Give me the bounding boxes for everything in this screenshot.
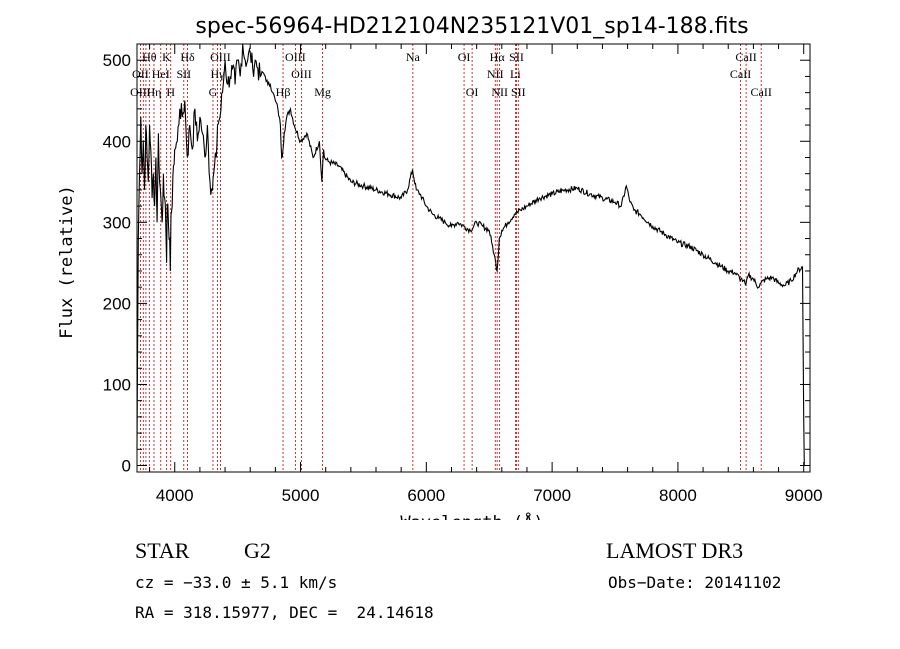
spectral-line-label: OI [458, 50, 471, 64]
spectral-line-label: OII [132, 67, 149, 81]
axis-ticks: 4000 5000 6000 7000 8000 9000 0 100 200 300 400 500 [103, 44, 823, 505]
x-tick-label: 6000 [407, 486, 445, 505]
obs-date: Obs−Date: 20141102 [608, 573, 782, 592]
spectral-line-label: NII [487, 67, 504, 81]
spectral-line-label: Hγ [211, 67, 226, 81]
spectral-line-label: NII [491, 85, 508, 99]
spectral-line-label: G [209, 85, 218, 99]
x-tick-label: 9000 [785, 486, 823, 505]
x-tick-label: 8000 [659, 486, 697, 505]
spectral-line-label: OIII [291, 67, 312, 81]
spectral-line-label: OI [466, 85, 479, 99]
y-tick-label: 0 [122, 457, 131, 476]
y-tick-label: 200 [103, 294, 131, 313]
object-type: STAR [135, 538, 190, 563]
spectral-line-label: SII [176, 67, 191, 81]
spectral-line-label: K [162, 50, 171, 64]
x-tick-label: 4000 [156, 486, 194, 505]
y-tick-label: 500 [103, 51, 131, 70]
spectral-line-label: OIII [285, 50, 306, 64]
plot-frame [136, 43, 811, 473]
chart-title: spec-56964-HD212104N235121V01_sp14-188.f… [195, 14, 748, 39]
spectral-line-label: OIII [130, 85, 151, 99]
spectral-line-label: Hθ [142, 50, 157, 64]
spectral-line-label: Hη [147, 85, 162, 99]
y-tick-label: 400 [103, 132, 131, 151]
spectral-line-label: Li [510, 67, 521, 81]
spectral-line-label: CaII [735, 50, 756, 64]
spectrum-line [136, 43, 805, 466]
spectral-line-label: CaII [730, 67, 751, 81]
y-axis-label: Flux (relative) [57, 185, 77, 339]
spectral-line-label: Mg [314, 85, 331, 99]
y-tick-label: 100 [103, 375, 131, 394]
y-tick-label: 300 [103, 213, 131, 232]
spectral-line-label: Na [406, 50, 421, 64]
x-tick-label: 5000 [282, 486, 320, 505]
subclass: G2 [244, 538, 271, 563]
survey-name: LAMOST DR3 [606, 538, 744, 563]
spectrum-chart: spec-56964-HD212104N235121V01_sp14-188.f… [57, 14, 823, 520]
spectral-line-label: OIII [210, 50, 231, 64]
x-axis-label: Wavelength (Å) [400, 511, 543, 520]
spectral-line-label: HeI [152, 67, 170, 81]
coordinates: RA = 318.15977, DEC = 24.14618 [135, 603, 434, 622]
spectral-line-label: CaII [751, 85, 772, 99]
spectral-line-label: H [166, 85, 175, 99]
spectral-line-label: SII [509, 50, 524, 64]
spectral-line-label: Hδ [180, 50, 195, 64]
spectral-line-label: Hβ [276, 85, 291, 99]
redshift: cz = −33.0 ± 5.1 km/s [135, 573, 338, 592]
spectral-line-label: Hα [490, 50, 506, 64]
x-tick-label: 7000 [533, 486, 571, 505]
spectral-line-label: SII [511, 85, 526, 99]
marker-lines [139, 44, 762, 472]
